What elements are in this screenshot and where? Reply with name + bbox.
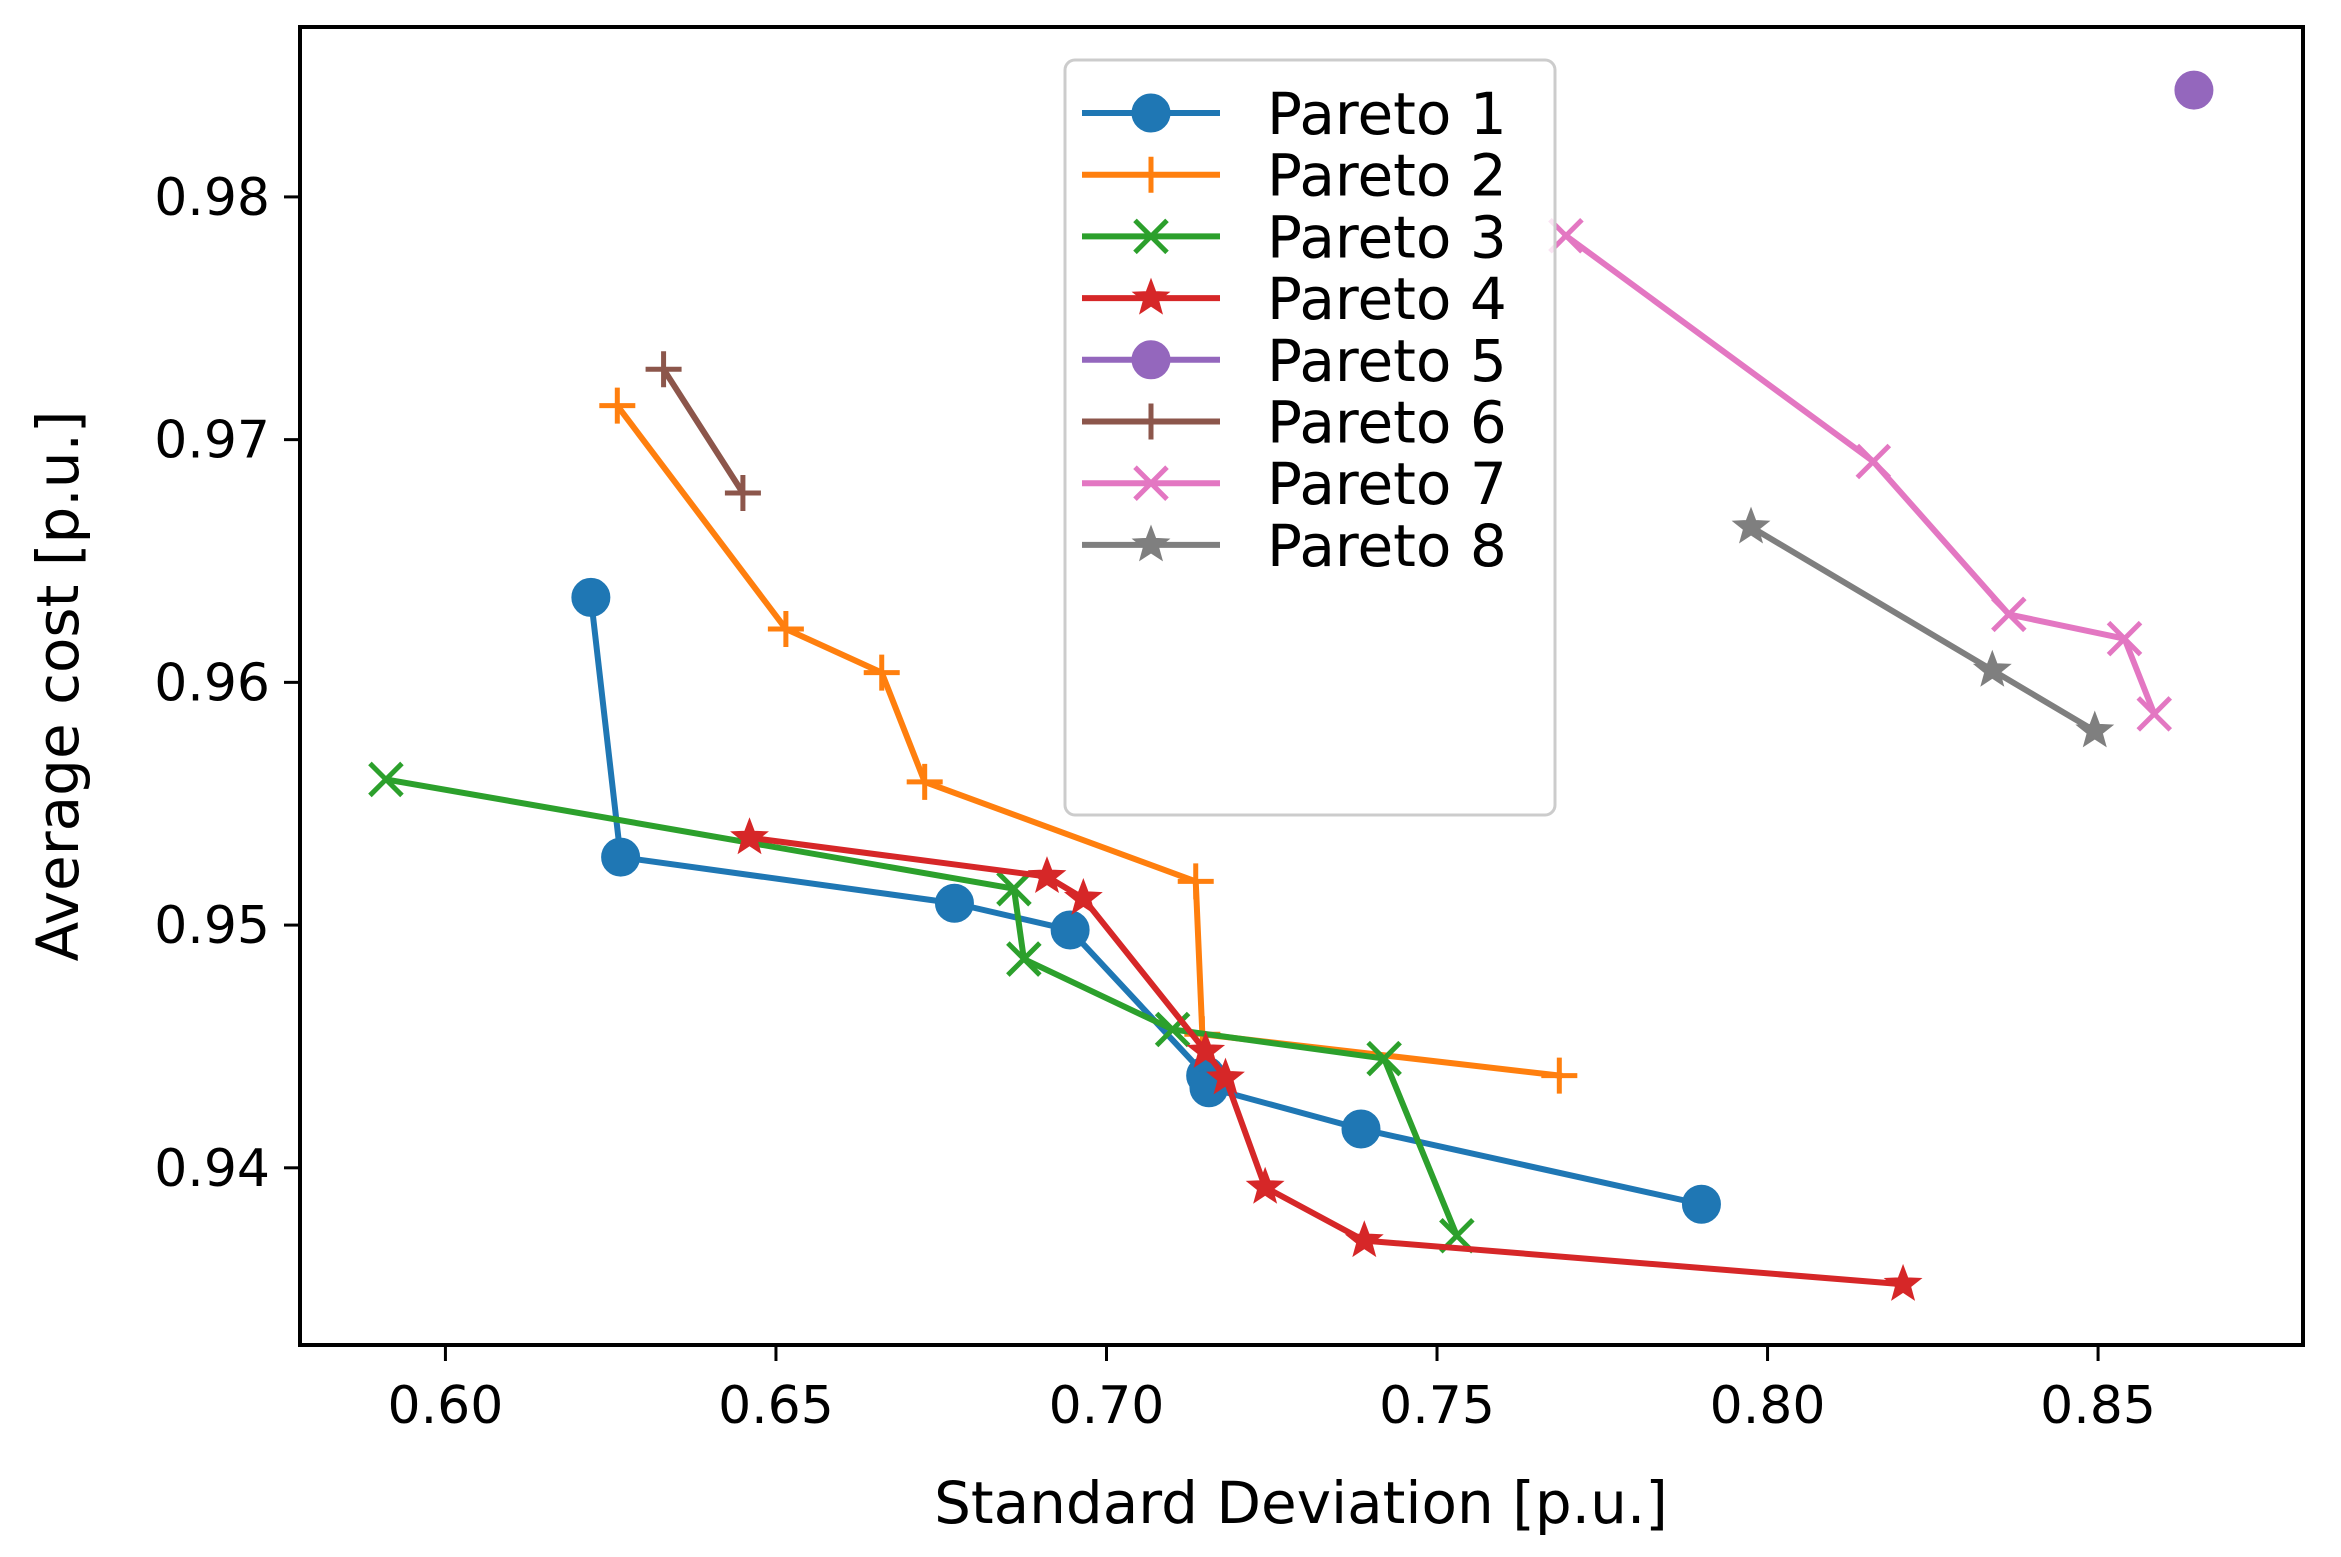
data-point [863,654,900,691]
legend-label: Pareto 7 [1267,450,1507,518]
legend-label: Pareto 4 [1267,265,1507,333]
legend-label: Pareto 8 [1267,512,1507,580]
series-line [659,365,748,498]
x-axis-label: Standard Deviation [p.u.] [934,1469,1668,1537]
x-tick-label: 0.80 [1710,1376,1826,1436]
data-point [1063,877,1103,915]
series-6 [645,351,761,512]
legend-box [1063,58,1557,817]
y-tick-label: 0.96 [154,653,270,713]
data-point [1366,1040,1402,1077]
legend-entry: Pareto 3 [1082,203,1507,271]
data-point [1972,649,2012,687]
legend-entry: Pareto 2 [1082,142,1507,210]
legend-label: Pareto 6 [1267,389,1507,457]
x-tick-label: 0.65 [718,1376,834,1436]
data-point [1027,856,1067,894]
x-tick-label: 0.70 [1049,1376,1165,1436]
y-axis-label: Average cost [p.u.] [24,410,92,961]
data-point [996,870,1032,907]
series-line [382,775,1461,1240]
legend-marker [1131,93,1171,133]
series-line [587,594,1706,1208]
data-point [1006,941,1042,977]
series-4 [730,817,1923,1301]
data-point [730,817,769,855]
legend-label: Pareto 2 [1267,142,1507,210]
data-point [1731,506,1771,544]
data-point [1177,863,1214,900]
data-point [571,577,611,617]
legend-marker [1133,218,1169,255]
data-point [368,761,404,798]
legend-entry: Pareto 5 [1082,327,1507,395]
data-point [1245,1166,1285,1204]
data-point [1855,443,1892,480]
series-5 [2174,70,2214,110]
data-point [645,351,682,388]
data-point [1186,1030,1226,1068]
legend-label: Pareto 5 [1267,327,1507,395]
x-tick-label: 0.85 [2040,1376,2156,1436]
data-point [1344,1220,1384,1258]
data-point [601,837,641,877]
plot-frame [298,25,2305,1347]
data-point [767,610,804,647]
legend-entry: Pareto 8 [1082,512,1507,580]
data-point [599,387,636,424]
y-tick-label: 0.95 [154,896,270,956]
legend-entry: Pareto 1 [1082,80,1507,148]
legend-marker [1133,156,1169,193]
x-tick-label: 0.75 [1379,1376,1495,1436]
x-tick-label: 0.60 [388,1376,504,1436]
data-point [724,475,761,512]
data-point [1050,910,1090,950]
data-point [2106,620,2143,657]
data-point [2075,710,2115,748]
legend-marker [1131,277,1171,315]
legend-marker [1133,403,1169,440]
legend-marker [1131,524,1171,562]
data-point [1883,1263,1923,1301]
data-point [1681,1184,1721,1224]
series-7 [1548,217,2173,732]
data-point [2174,70,2214,110]
y-tick-label: 0.97 [154,411,270,471]
data-point [1541,1057,1578,1094]
legend-marker [1131,340,1171,380]
series-layer [368,70,2214,1301]
data-point [2136,696,2173,732]
x-axis: 0.60 0.65 0.70 0.75 0.80 0.85 [388,1345,2156,1436]
series-3 [368,761,1475,1254]
data-point [1206,1057,1245,1095]
data-point [906,763,943,800]
data-point [934,883,974,923]
legend-entry: Pareto 7 [1082,450,1507,518]
data-point [1341,1109,1381,1149]
legend-entry: Pareto 4 [1082,265,1507,333]
legend-label: Pareto 3 [1267,203,1507,271]
y-axis: 0.94 0.95 0.96 0.97 0.98 [154,168,300,1199]
y-tick-label: 0.98 [154,168,270,228]
data-point [1991,596,2027,633]
legend-marker [1133,465,1169,501]
legend-label: Pareto 1 [1267,80,1507,148]
y-tick-label: 0.94 [154,1139,270,1199]
series-8 [1731,506,2115,748]
legend-entry: Pareto 6 [1082,389,1507,457]
